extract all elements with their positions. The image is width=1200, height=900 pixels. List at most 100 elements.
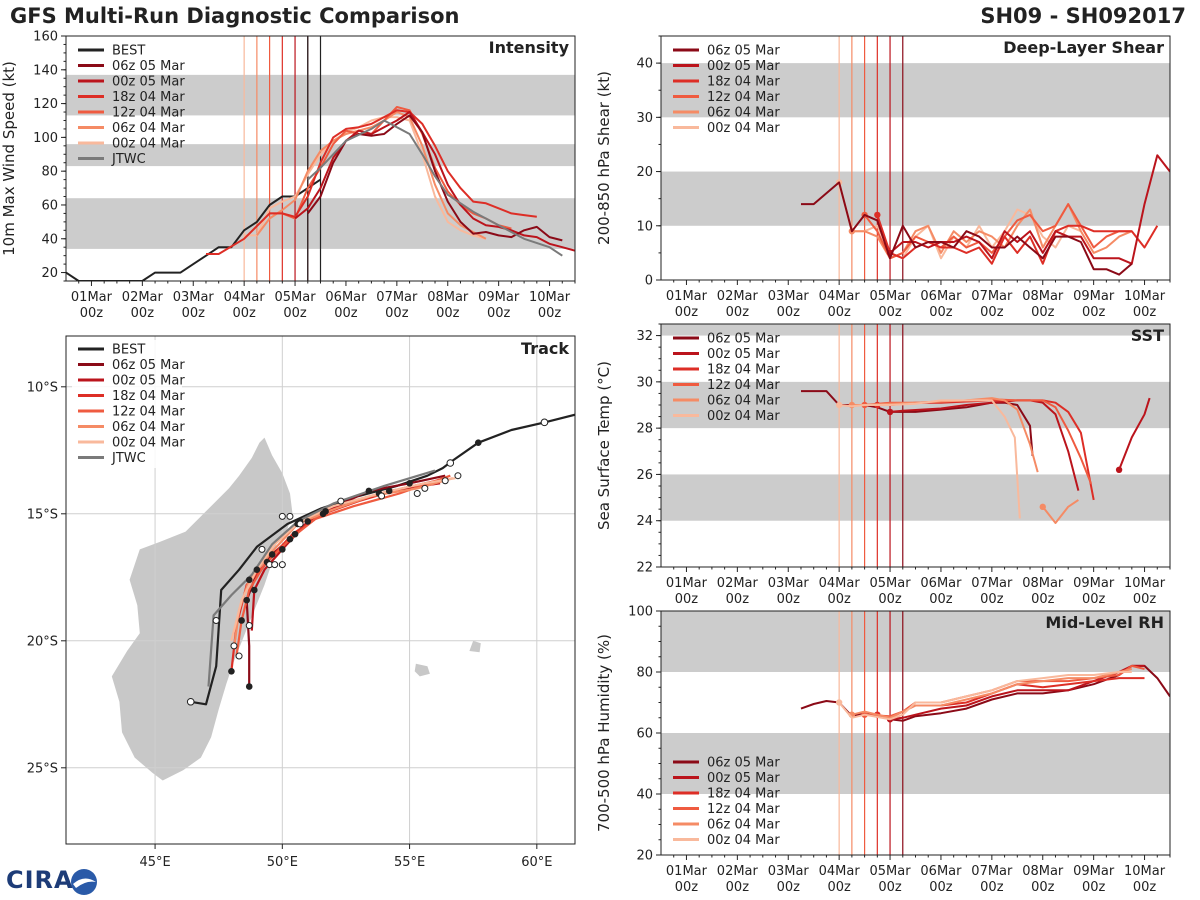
land-rodrigues [618,631,626,636]
sst-band-1 [661,381,1170,429]
sst-series-group [801,390,1151,524]
track-hollow-marker-13 [413,489,421,497]
track-legend-label-12z-04-mar: 12z 04 Mar [112,405,185,420]
track-legend-label-00z-05-mar: 00z 05 Mar [112,374,185,389]
track-marker-00z-04-mar-0 [253,566,261,573]
intensity-xtick-label-hour-7: 00z [436,306,460,321]
intensity-xtick-label-hour-6: 00z [385,306,409,321]
shear-xtick-label-hour-5: 00z [929,305,953,320]
intensity-legend-label-06z-04-mar: 06z 04 Mar [112,121,185,136]
storm-id-title: SH09 - SH092017 [980,4,1186,28]
rh-xtick-label-hour-6: 00z [980,880,1004,895]
track-xtick-label-0: 45°E [139,855,170,870]
intensity-panel-title: Intensity [489,38,570,57]
rh-xtick-label-day-9: 10Mar [1124,864,1166,879]
track-marker-18z-04-mar-2 [319,510,327,518]
sst-xtick-label-hour-9: 00z [1133,592,1157,607]
shear-xtick-label-day-2: 03Mar [768,289,810,304]
sst-xtick-label-day-7: 08Mar [1022,576,1064,591]
intensity-series-06z-04-mar-2 [256,111,487,240]
shear-xtick-label-hour-3: 00z [827,305,851,320]
shear-xtick-label-hour-9: 00z [1133,305,1157,320]
track-legend-label-06z-05-mar: 06z 05 Mar [112,358,185,373]
track-marker-06z-04-mar-0 [245,576,253,584]
shear-xtick-label-day-0: 01Mar [666,289,708,304]
sst-ytick-label-0: 22 [636,561,653,576]
sst-ytick-label-1: 24 [636,514,653,529]
shear-xtick-label-hour-0: 00z [675,305,699,320]
intensity-xtick-label-day-9: 10Mar [529,290,571,305]
shear-ytick-label-1: 10 [636,219,653,234]
track-hollow-marker-4 [258,545,266,553]
track-xtick-label-1: 50°E [267,855,298,870]
track-legend-label-jtwc: JTWC [111,451,146,466]
shear-xtick-label-day-9: 10Mar [1124,289,1166,304]
sst-legend-label-06z-04-mar: 06z 04 Mar [707,394,780,409]
rh-ytick-label-0: 20 [636,849,653,864]
track-xtick-label-3: 60°E [521,855,552,870]
track-hollow-marker-0 [212,616,220,624]
shear-xtick-label-hour-2: 00z [777,305,801,320]
rh-xtick-label-day-6: 07Mar [971,864,1013,879]
sst-xtick-label-day-9: 10Mar [1124,576,1166,591]
track-marker-best-2 [474,439,482,446]
intensity-legend-label-12z-04-mar: 12z 04 Mar [112,106,185,121]
track-hollow-marker-3 [245,622,253,630]
sst-init-point-00z-05-mar-1 [886,408,894,416]
sst-legend-label-06z-05-mar: 06z 05 Mar [707,332,780,347]
sst-xtick-label-day-3: 04Mar [819,576,861,591]
intensity-ytick-label-7: 160 [33,30,58,45]
logo-graphic [71,869,97,895]
intensity-xtick-label-hour-3: 00z [232,306,256,321]
rh-ytick-label-1: 40 [636,788,653,803]
shear-series-group [801,154,1170,276]
land-madagascar [111,437,293,781]
track-hollow-marker-9 [286,512,294,520]
sst-xtick-label-hour-3: 00z [827,592,851,607]
shear-xtick-label-day-7: 08Mar [1022,289,1064,304]
track-legend-label-06z-04-mar: 06z 04 Mar [112,420,185,435]
shear-xtick-label-hour-7: 00z [1031,305,1055,320]
shear-ylabel: 200-850 hPa Shear (kt) [595,71,613,245]
sst-xtick-label-hour-1: 00z [726,592,750,607]
track-marker-06z-05-mar-2 [268,551,276,558]
shear-xtick-label-day-6: 07Mar [971,289,1013,304]
sst-init-point-00z-05-mar-6 [1115,466,1123,473]
intensity-legend-label-jtwc: JTWC [111,152,146,167]
track-hollow-marker-7 [278,561,286,569]
track-hollow-marker-best-1 [446,459,455,467]
intensity-ylabel: 10m Max Wind Speed (kt) [0,61,18,256]
sst-xtick-label-hour-8: 00z [1082,592,1106,607]
rh-xtick-label-day-2: 03Mar [768,864,810,879]
intensity-legend-label-00z-05-mar: 00z 05 Mar [112,75,185,90]
rh-legend-label-00z-05-mar: 00z 05 Mar [707,771,780,786]
intensity-xtick-label-hour-4: 00z [283,306,307,321]
intensity-legend-label-00z-04-mar: 00z 04 Mar [112,137,185,152]
intensity-xtick-label-day-1: 02Mar [122,290,164,305]
rh-init-point-00z-04-mar-5 [835,699,843,706]
track-hollow-marker-8 [278,512,286,520]
track-ytick-label-2: 20°S [27,634,58,649]
track-hollow-marker-12 [378,492,386,500]
track-marker-00z-05-mar-1 [279,546,286,553]
sst-init-point-06z-04-mar-7 [1039,503,1046,511]
intensity-legend-label-best: BEST [112,44,145,59]
track-hollow-marker-16 [454,472,462,480]
track-ytick-label-3: 25°S [27,761,58,776]
track-hollow-marker-best-0 [186,697,195,706]
track-hollow-marker-11 [337,497,345,505]
sst-band-0 [661,474,1170,521]
track-legend-label-18z-04-mar: 18z 04 Mar [112,389,185,404]
shear-legend-label-12z-04-mar: 12z 04 Mar [707,90,780,105]
intensity-series-group [66,106,575,281]
shear-legend-label-18z-04-mar: 18z 04 Mar [707,75,780,90]
sst-legend-label-12z-04-mar: 12z 04 Mar [707,378,780,393]
track-frame [65,335,576,845]
shear-legend-label-00z-05-mar: 00z 05 Mar [707,59,780,74]
track-panel-title: Track [521,339,569,358]
